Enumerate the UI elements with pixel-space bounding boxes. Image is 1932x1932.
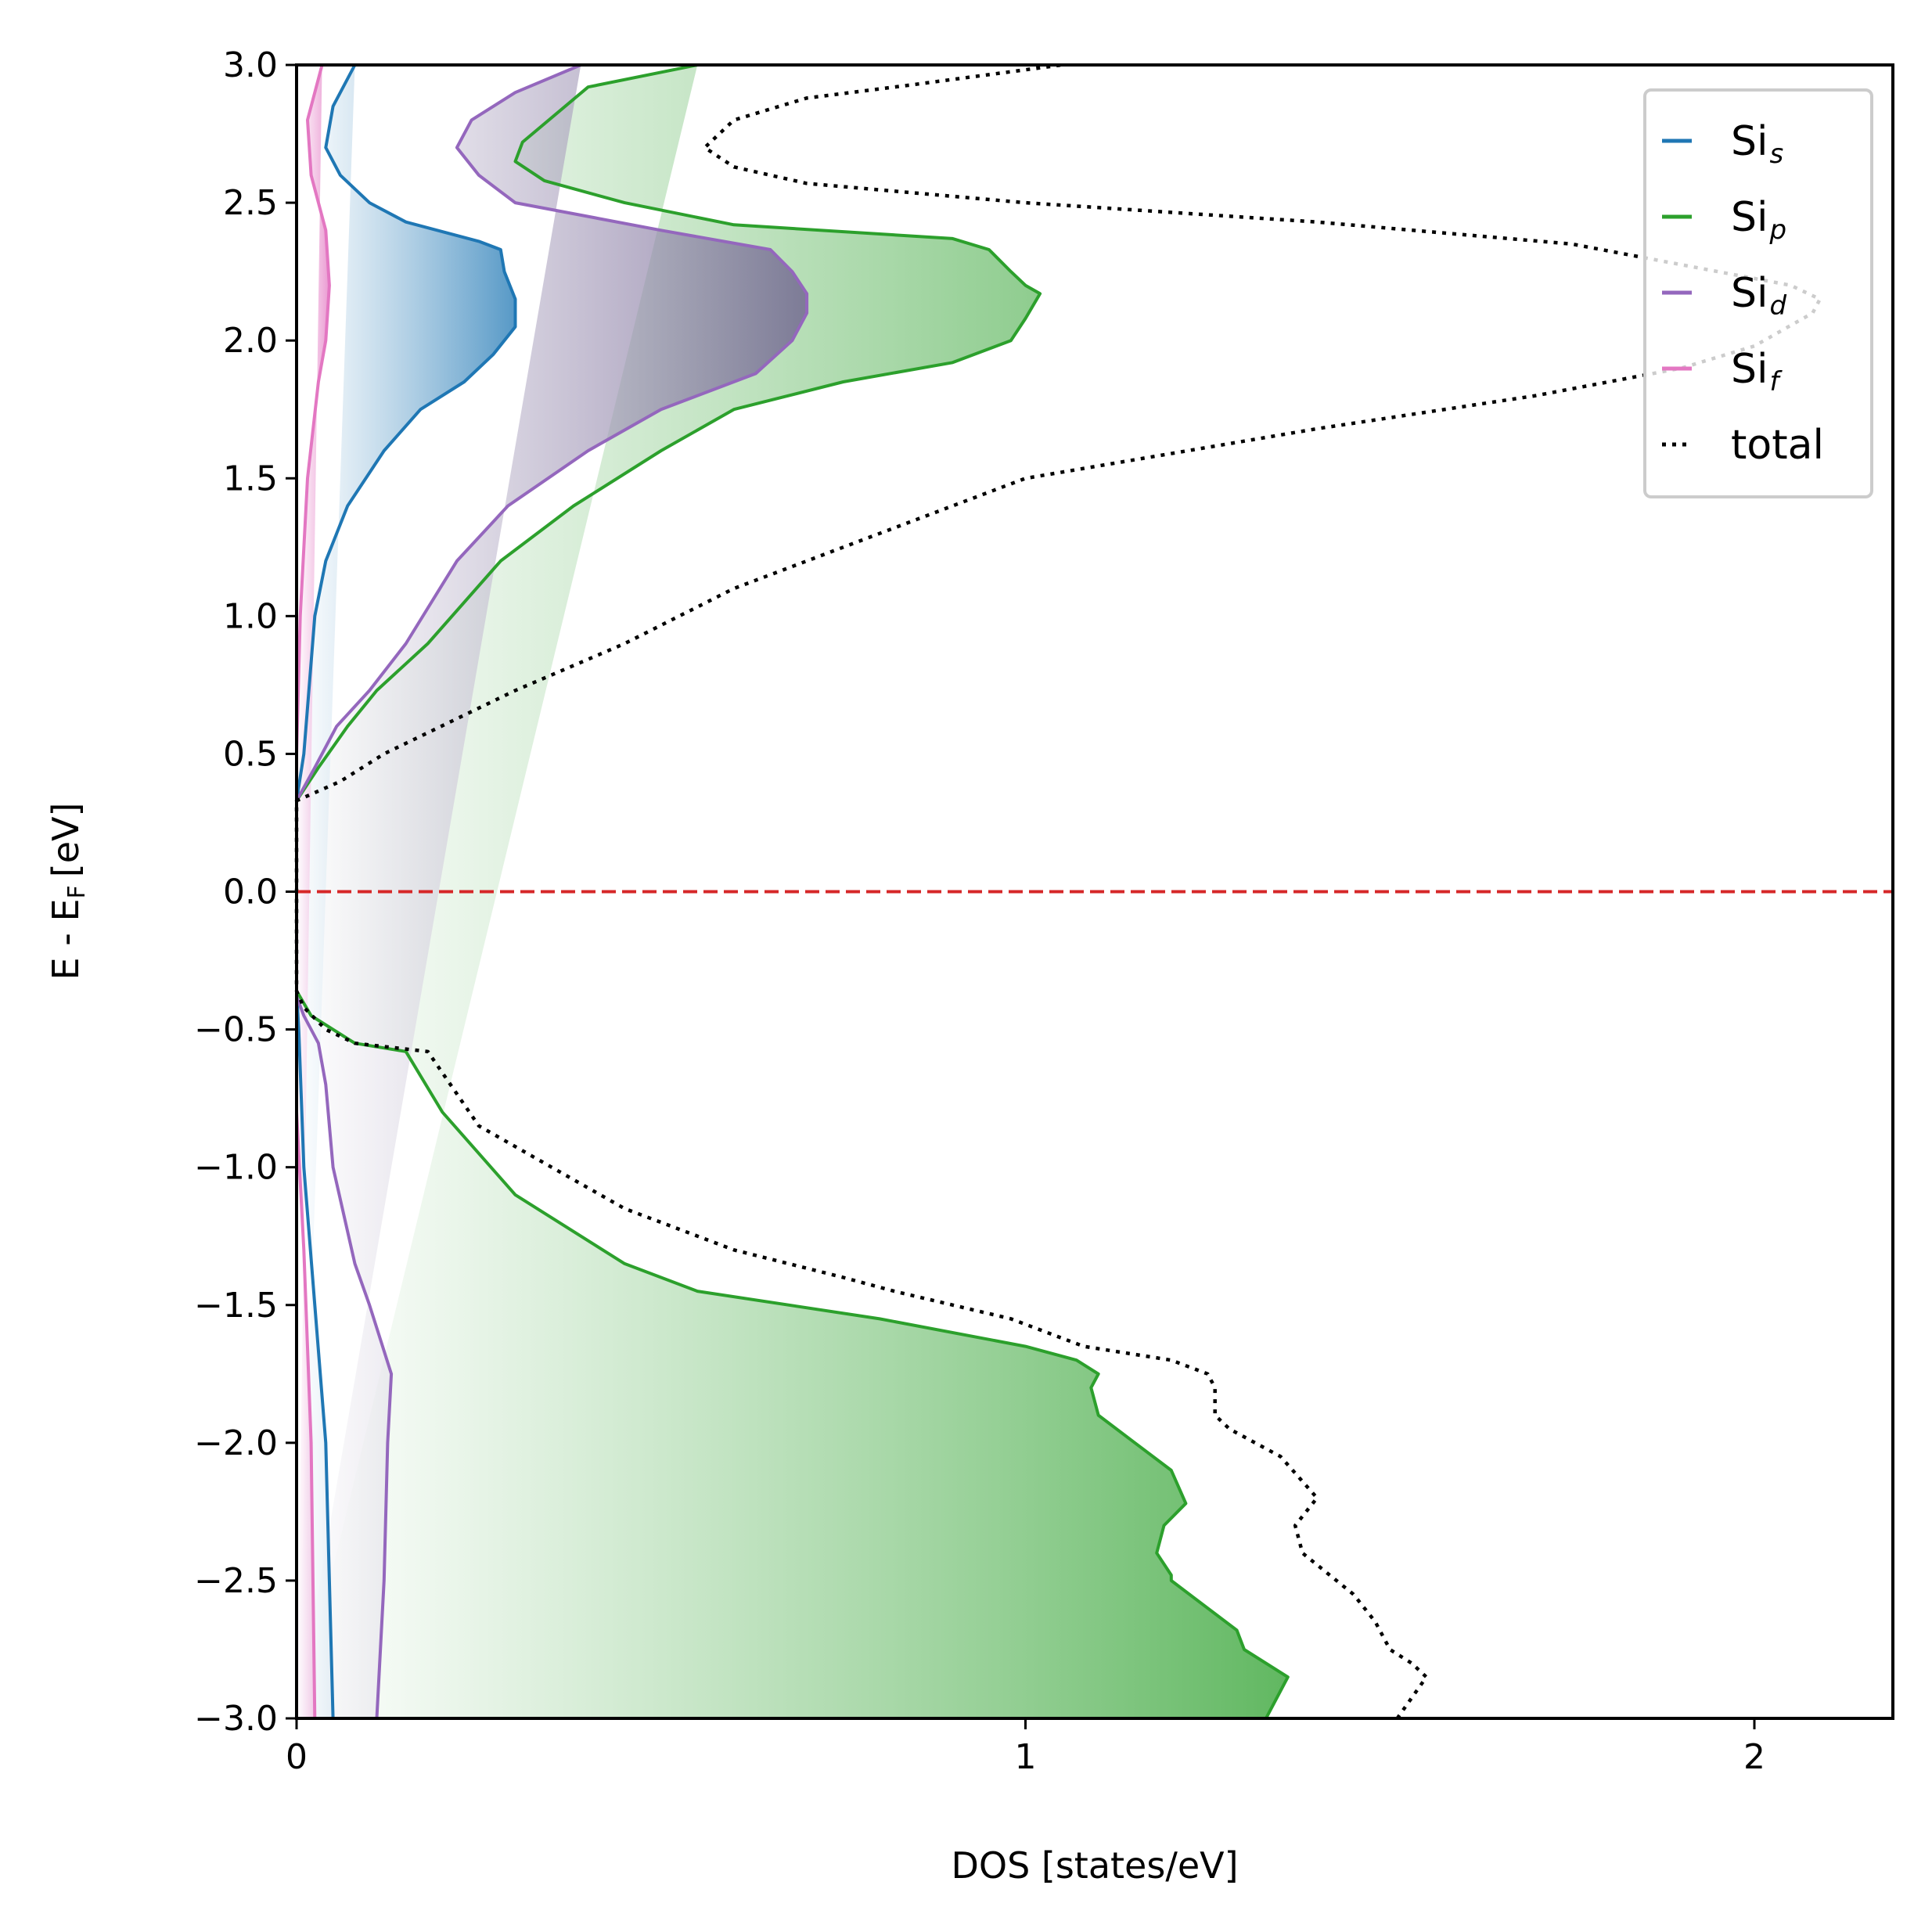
y-axis-label-unit: [eV]	[45, 803, 87, 878]
fill-si-s	[297, 65, 516, 1718]
x-tick-label: 1	[1015, 1737, 1037, 1777]
y-tick-label: 3.0	[223, 45, 278, 85]
legend-label-si-d: Sid	[1731, 270, 1786, 322]
legend-label-si-s: Sis	[1731, 118, 1783, 170]
y-tick-label: 2.0	[223, 321, 278, 361]
x-axis-ticks: 0 1 2	[286, 1718, 1765, 1777]
fill-si-p	[297, 65, 1288, 1718]
line-si-s	[295, 64, 517, 1719]
x-axis-label: DOS [states/eV]	[951, 1844, 1238, 1887]
series-lines	[294, 63, 1822, 1720]
y-tick-label: 0.5	[223, 734, 278, 774]
y-axis-label-main: E - E	[45, 898, 87, 980]
y-tick-label: 2.5	[223, 183, 278, 223]
y-axis-label: E - EF [eV]	[45, 803, 91, 980]
line-si-d	[295, 63, 809, 1719]
y-tick-label: 1.5	[223, 459, 278, 498]
line-si-f	[295, 64, 331, 1719]
y-axis-label-subscript: F	[63, 885, 91, 898]
y-tick-label: −2.0	[194, 1423, 278, 1463]
svg-text:E - EF[eV]: E - EF [eV]	[45, 803, 91, 980]
x-tick-label: 0	[286, 1737, 308, 1777]
y-tick-label: −0.5	[194, 1010, 278, 1050]
legend-label-total: total	[1731, 422, 1824, 469]
y-tick-label: −3.0	[194, 1699, 278, 1739]
y-tick-label: 1.0	[223, 596, 278, 636]
y-tick-label: −1.0	[194, 1148, 278, 1188]
line-total	[294, 63, 1822, 1720]
y-tick-label: −1.5	[194, 1286, 278, 1326]
y-tick-label: 0.0	[223, 872, 278, 912]
legend-box	[1643, 88, 1873, 498]
legend-label-si-p: Sip	[1731, 194, 1786, 246]
y-axis-ticks: 3.0 2.5 2.0 1.5 1.0 0.5 0.0 −0.5 −1.0 −1.5 −2.0 −2.…	[194, 45, 297, 1739]
y-tick-label: −2.5	[194, 1561, 278, 1601]
x-tick-label: 2	[1743, 1737, 1765, 1777]
